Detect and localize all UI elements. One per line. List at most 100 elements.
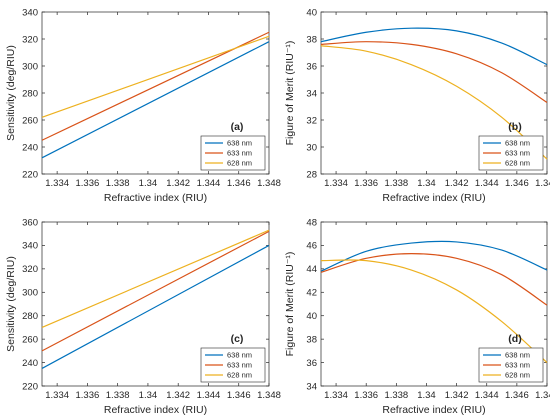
x-axis-label: Refractive index (RIU) — [104, 192, 207, 204]
y-tick-label: 340 — [22, 241, 38, 252]
panel-d: 1.334 1.336 1.338 1.34 1.342 1.344 1.346 1.348 3… — [284, 217, 550, 416]
y-tick-label: 36 — [306, 358, 317, 369]
series-line-b-3 — [320, 45, 548, 160]
y-tick-label: 240 — [22, 358, 38, 369]
x-tick-label: 1.336 — [76, 178, 100, 189]
y-tick-label: 360 — [22, 217, 38, 228]
y-tick-label: 260 — [22, 115, 38, 126]
y-tick-label: 30 — [306, 142, 317, 153]
x-tick-label: 1.346 — [505, 178, 529, 189]
series-line-c-2 — [41, 230, 270, 352]
y-tick-label: 280 — [22, 311, 38, 322]
panel-b: 1.334 1.336 1.338 1.34 1.342 1.344 1.346 1.348 2… — [284, 7, 550, 204]
y-axis-label: Figure of Merit (RIU⁻¹) — [284, 252, 296, 357]
y-tick-label: 300 — [22, 61, 38, 72]
y-tick-label: 240 — [22, 142, 38, 153]
x-tick-label: 1.336 — [354, 178, 378, 189]
x-tick-label: 1.348 — [257, 390, 281, 401]
y-tick-label: 320 — [22, 34, 38, 45]
series-line-a-1 — [41, 41, 270, 159]
x-tick-label: 1.336 — [76, 390, 100, 401]
y-tick-label: 220 — [22, 381, 38, 392]
x-tick-label: 1.344 — [475, 178, 499, 189]
legend-entry: 638 nm — [227, 351, 252, 360]
x-tick-label: 1.348 — [535, 390, 550, 401]
legend-entry: 628 nm — [227, 159, 252, 168]
y-tick-label: 40 — [306, 311, 317, 322]
legend-entry: 628 nm — [505, 371, 530, 380]
x-tick-label: 1.346 — [227, 178, 251, 189]
x-axis-label: Refractive index (RIU) — [382, 404, 485, 416]
x-tick-label: 1.338 — [384, 178, 408, 189]
x-tick-label: 1.348 — [535, 178, 550, 189]
legend-entry: 633 nm — [505, 149, 530, 158]
y-tick-label: 340 — [22, 7, 38, 18]
y-tick-label: 48 — [306, 217, 317, 228]
x-axis-label: Refractive index (RIU) — [104, 404, 207, 416]
y-tick-label: 38 — [306, 334, 317, 345]
x-tick-label: 1.336 — [354, 390, 378, 401]
x-tick-label: 1.334 — [324, 390, 348, 401]
x-tick-label: 1.344 — [197, 390, 221, 401]
panel-c: 1.334 1.336 1.338 1.34 1.342 1.344 1.346 1.348 2… — [5, 217, 281, 416]
x-tick-label: 1.34 — [417, 178, 436, 189]
x-tick-label: 1.34 — [417, 390, 436, 401]
x-tick-label: 1.338 — [106, 178, 130, 189]
panel-label: (a) — [231, 121, 244, 133]
x-tick-label: 1.342 — [166, 178, 190, 189]
legend-entry: 628 nm — [505, 159, 530, 168]
y-tick-label: 46 — [306, 241, 317, 252]
legend-entry: 633 nm — [227, 361, 252, 370]
series-line-b-2 — [320, 41, 548, 103]
series-line-c-1 — [41, 244, 270, 369]
legend-entry: 638 nm — [505, 351, 530, 360]
panel-a: 1.334 1.336 1.338 1.34 1.342 1.344 1.346 1.348 2… — [5, 7, 281, 204]
y-tick-label: 32 — [306, 115, 317, 126]
panel-label: (d) — [508, 333, 521, 345]
y-tick-label: 28 — [306, 169, 317, 180]
y-tick-label: 220 — [22, 169, 38, 180]
x-tick-label: 1.342 — [166, 390, 190, 401]
series-line-d-3 — [320, 259, 548, 364]
x-axis-label: Refractive index (RIU) — [382, 192, 485, 204]
x-tick-label: 1.334 — [324, 178, 348, 189]
y-axis-label: Figure of Merit (RIU⁻¹) — [284, 41, 296, 146]
y-tick-label: 40 — [306, 7, 317, 18]
x-tick-label: 1.346 — [505, 390, 529, 401]
x-tick-label: 1.346 — [227, 390, 251, 401]
legend-entry: 638 nm — [505, 139, 530, 148]
x-tick-label: 1.342 — [445, 178, 469, 189]
panel-label: (b) — [508, 121, 521, 133]
y-tick-label: 42 — [306, 288, 317, 299]
panel-label: (c) — [231, 333, 244, 345]
series-line-d-1 — [320, 240, 548, 272]
x-tick-label: 1.342 — [445, 390, 469, 401]
y-tick-label: 34 — [306, 88, 317, 99]
x-tick-label: 1.334 — [45, 178, 69, 189]
legend-entry: 628 nm — [227, 371, 252, 380]
legend-entry: 633 nm — [505, 361, 530, 370]
y-tick-label: 34 — [306, 381, 317, 392]
series-line-d-2 — [320, 253, 548, 306]
x-tick-label: 1.348 — [257, 178, 281, 189]
y-tick-label: 280 — [22, 88, 38, 99]
y-tick-label: 320 — [22, 264, 38, 275]
y-tick-label: 38 — [306, 34, 317, 45]
x-tick-label: 1.344 — [197, 178, 221, 189]
legend-entry: 633 nm — [227, 149, 252, 158]
x-tick-label: 1.34 — [139, 178, 158, 189]
x-tick-label: 1.338 — [106, 390, 130, 401]
y-tick-label: 300 — [22, 288, 38, 299]
y-tick-label: 36 — [306, 61, 317, 72]
y-tick-label: 260 — [22, 334, 38, 345]
y-axis-label: Sensitivity (deg/RIU) — [5, 256, 17, 352]
x-tick-label: 1.338 — [384, 390, 408, 401]
legend-entry: 638 nm — [227, 139, 252, 148]
x-tick-label: 1.344 — [475, 390, 499, 401]
x-tick-label: 1.334 — [45, 390, 69, 401]
series-line-a-3 — [41, 35, 270, 118]
y-axis-label: Sensitivity (deg/RIU) — [5, 45, 17, 141]
x-tick-label: 1.34 — [139, 390, 158, 401]
series-line-c-3 — [41, 229, 270, 328]
